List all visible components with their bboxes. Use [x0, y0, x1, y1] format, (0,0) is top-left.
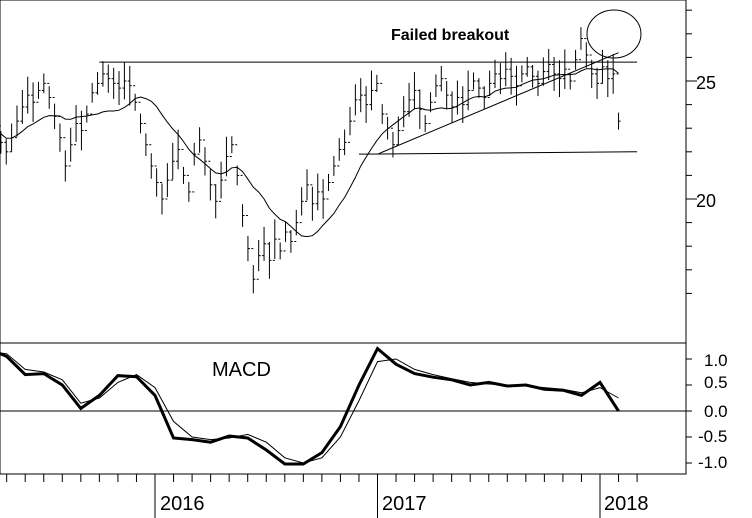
breakout-circle [586, 9, 642, 59]
support-line [358, 151, 638, 155]
macd-y-ticks [686, 358, 692, 464]
price-minor-ticks [686, 9, 697, 294]
macd-tick-label--0.5: -0.5 [698, 427, 727, 446]
price-tick-label-25: 25 [696, 73, 716, 93]
macd-line [0, 346, 620, 466]
macd-tick-label-0.0: 0.0 [704, 402, 728, 421]
annotation-label: Failed breakout [391, 27, 510, 44]
price-bars [0, 27, 621, 294]
rising-trendline [377, 52, 619, 155]
x-axis-ticks [6, 474, 638, 518]
x-tick-label-2017: 2017 [382, 493, 427, 515]
macd-title: MACD [212, 359, 271, 381]
price-panel-frame [0, 0, 687, 344]
moving-average-line [0, 68, 619, 238]
macd-panel-frame [0, 342, 687, 475]
macd-tick-label-0.5: 0.5 [704, 373, 728, 392]
x-tick-label-2018: 2018 [604, 493, 649, 515]
x-tick-label-2016: 2016 [160, 493, 205, 515]
price-tick-label-20: 20 [696, 191, 716, 211]
macd-tick-label-1.0: 1.0 [704, 351, 728, 370]
macd-tick-label--1.0: -1.0 [698, 453, 727, 472]
macd-signal-line [0, 352, 619, 464]
